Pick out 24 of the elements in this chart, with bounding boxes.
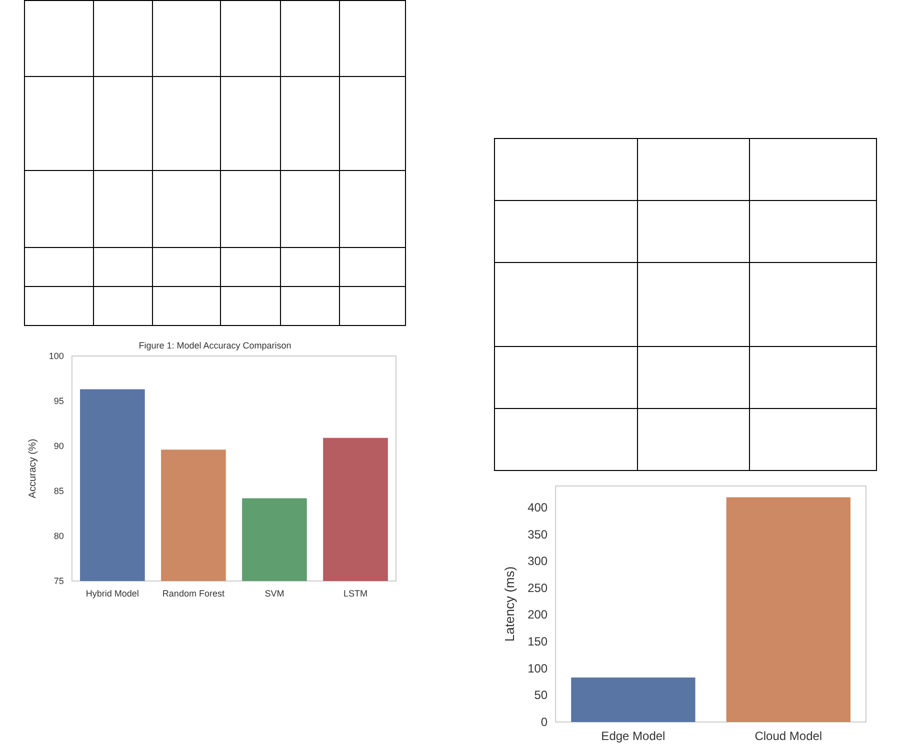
y-tick-label: 150 (528, 634, 548, 649)
y-tick-label: 200 (528, 608, 548, 622)
y-tick-label: 350 (528, 527, 548, 542)
y-tick-label: 0 (540, 715, 548, 729)
y-tick-label: 250 (528, 580, 548, 595)
x-tick-label: Edge Model (601, 729, 666, 743)
y-axis-title: Accuracy (%) (28, 438, 38, 498)
y-tick-label: 300 (528, 554, 548, 568)
y-tick-label: 100 (48, 351, 64, 361)
x-tick-label: LSTM (343, 588, 368, 598)
y-tick-label: 50 (534, 688, 548, 702)
y-tick-label: 85 (54, 486, 64, 496)
y-tick-label: 100 (528, 661, 548, 676)
x-tick-label: Random Forest (162, 588, 225, 598)
chart-title: Figure 1: Model Accuracy Comparison (138, 340, 292, 350)
y-axis-title: Latency (ms) (502, 566, 517, 642)
y-tick-label: 400 (528, 500, 548, 514)
x-tick-label: Hybrid Model (86, 588, 139, 598)
y-tick-label: 90 (54, 441, 64, 451)
x-tick-label: Cloud Model (754, 729, 822, 743)
x-tick-label: SVM (264, 588, 284, 598)
y-tick-label: 95 (54, 396, 64, 406)
y-tick-label: 80 (54, 531, 64, 541)
y-tick-label: 75 (54, 576, 64, 586)
